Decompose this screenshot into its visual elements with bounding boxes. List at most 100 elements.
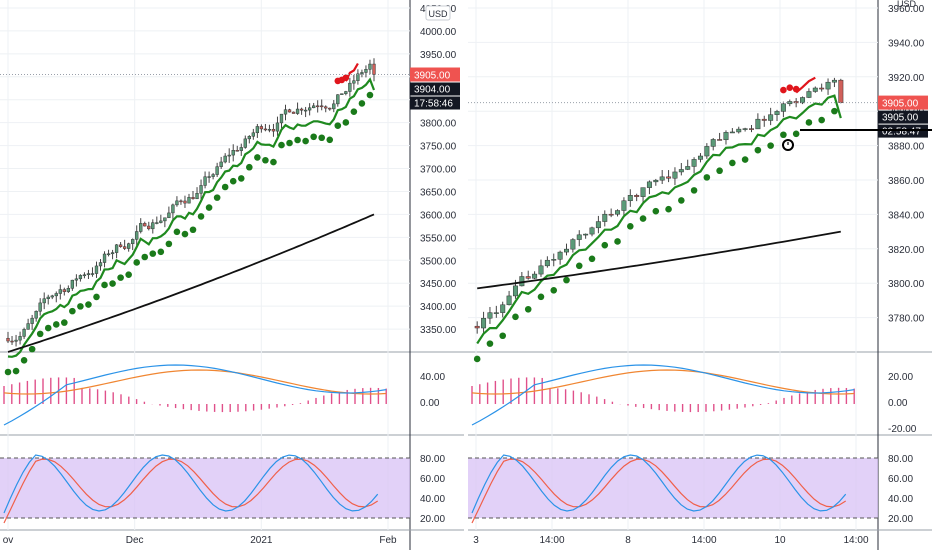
candle[interactable] xyxy=(6,337,10,342)
candle[interactable] xyxy=(659,176,665,181)
candle[interactable] xyxy=(742,128,748,130)
left-macd-pane[interactable] xyxy=(3,364,387,426)
candle[interactable] xyxy=(187,197,191,204)
candle[interactable] xyxy=(761,118,767,121)
last-price-badge[interactable] xyxy=(410,67,460,82)
candle[interactable] xyxy=(82,274,87,277)
candle[interactable] xyxy=(544,259,550,267)
candle[interactable] xyxy=(118,244,123,247)
candle[interactable] xyxy=(303,109,308,112)
candle[interactable] xyxy=(697,155,703,160)
candle[interactable] xyxy=(54,293,58,297)
candle[interactable] xyxy=(163,217,167,222)
candle[interactable] xyxy=(749,128,754,130)
candle[interactable] xyxy=(672,171,678,179)
candle[interactable] xyxy=(768,114,774,121)
candle[interactable] xyxy=(710,139,716,147)
candle[interactable] xyxy=(576,234,582,240)
candle[interactable] xyxy=(717,139,723,141)
candle[interactable] xyxy=(825,81,831,90)
candle[interactable] xyxy=(595,221,601,229)
countdown-badge[interactable] xyxy=(878,124,928,138)
candle[interactable] xyxy=(143,223,147,227)
bid-price-badge[interactable] xyxy=(878,110,928,124)
candle[interactable] xyxy=(175,200,179,206)
candle[interactable] xyxy=(291,111,296,114)
alarm-clock-icon[interactable] xyxy=(782,139,794,151)
candle[interactable] xyxy=(50,295,54,298)
candle[interactable] xyxy=(110,252,115,255)
candle[interactable] xyxy=(46,296,50,299)
candle[interactable] xyxy=(94,265,99,274)
candle[interactable] xyxy=(646,181,652,188)
candle[interactable] xyxy=(167,212,171,219)
candle[interactable] xyxy=(219,161,223,167)
candle[interactable] xyxy=(102,253,107,263)
candle[interactable] xyxy=(98,262,103,267)
candle[interactable] xyxy=(34,310,38,319)
candle[interactable] xyxy=(634,195,640,197)
candle[interactable] xyxy=(147,225,151,230)
candle[interactable] xyxy=(328,107,332,110)
candle[interactable] xyxy=(191,197,195,200)
right-stoch-pane[interactable] xyxy=(468,454,878,524)
candle[interactable] xyxy=(774,111,780,115)
candle[interactable] xyxy=(14,339,18,342)
last-price-badge[interactable] xyxy=(878,95,928,110)
right-macd-pane[interactable] xyxy=(471,364,855,426)
candle[interactable] xyxy=(356,73,360,81)
candle[interactable] xyxy=(336,94,340,105)
candle[interactable] xyxy=(66,288,70,292)
candle[interactable] xyxy=(62,289,66,292)
candle[interactable] xyxy=(602,213,608,222)
candle[interactable] xyxy=(90,273,95,275)
candle[interactable] xyxy=(368,63,372,70)
candle[interactable] xyxy=(564,248,569,253)
candle[interactable] xyxy=(159,220,163,223)
candle[interactable] xyxy=(127,243,131,249)
candle[interactable] xyxy=(755,118,761,130)
candle[interactable] xyxy=(42,298,46,304)
candle[interactable] xyxy=(500,304,506,313)
right-price-axis[interactable]: 3960.003940.003920.003900.003880.003860.… xyxy=(782,4,932,525)
candle[interactable] xyxy=(131,239,135,244)
candle[interactable] xyxy=(267,128,272,131)
candle[interactable] xyxy=(532,273,538,279)
candle[interactable] xyxy=(583,233,589,236)
candle[interactable] xyxy=(729,131,735,134)
left-currency-box[interactable] xyxy=(425,5,451,21)
candle[interactable] xyxy=(332,103,336,110)
candle[interactable] xyxy=(139,223,143,232)
candle[interactable] xyxy=(279,113,284,124)
candle[interactable] xyxy=(360,72,364,75)
candle[interactable] xyxy=(183,200,187,204)
candle[interactable] xyxy=(58,289,62,294)
candle[interactable] xyxy=(283,109,288,115)
candle[interactable] xyxy=(487,312,493,319)
candle[interactable] xyxy=(271,128,276,132)
candle[interactable] xyxy=(179,200,183,203)
candle[interactable] xyxy=(704,146,710,157)
candle[interactable] xyxy=(122,246,127,249)
candle[interactable] xyxy=(320,105,324,108)
candle[interactable] xyxy=(199,185,203,194)
candle[interactable] xyxy=(812,87,818,92)
countdown-badge[interactable] xyxy=(410,96,460,110)
candle[interactable] xyxy=(18,336,22,341)
candle[interactable] xyxy=(195,193,199,200)
candle[interactable] xyxy=(691,159,697,167)
candle[interactable] xyxy=(106,253,111,256)
candle[interactable] xyxy=(512,285,518,297)
candle[interactable] xyxy=(780,103,786,112)
candle[interactable] xyxy=(259,126,264,130)
candle[interactable] xyxy=(287,109,292,113)
candle[interactable] xyxy=(344,91,348,94)
candle[interactable] xyxy=(74,278,79,281)
candle[interactable] xyxy=(372,63,376,75)
candle[interactable] xyxy=(723,132,729,141)
candle[interactable] xyxy=(223,155,227,163)
candle[interactable] xyxy=(627,195,633,202)
candle[interactable] xyxy=(231,150,235,156)
candle[interactable] xyxy=(685,166,691,170)
candle[interactable] xyxy=(474,325,480,329)
